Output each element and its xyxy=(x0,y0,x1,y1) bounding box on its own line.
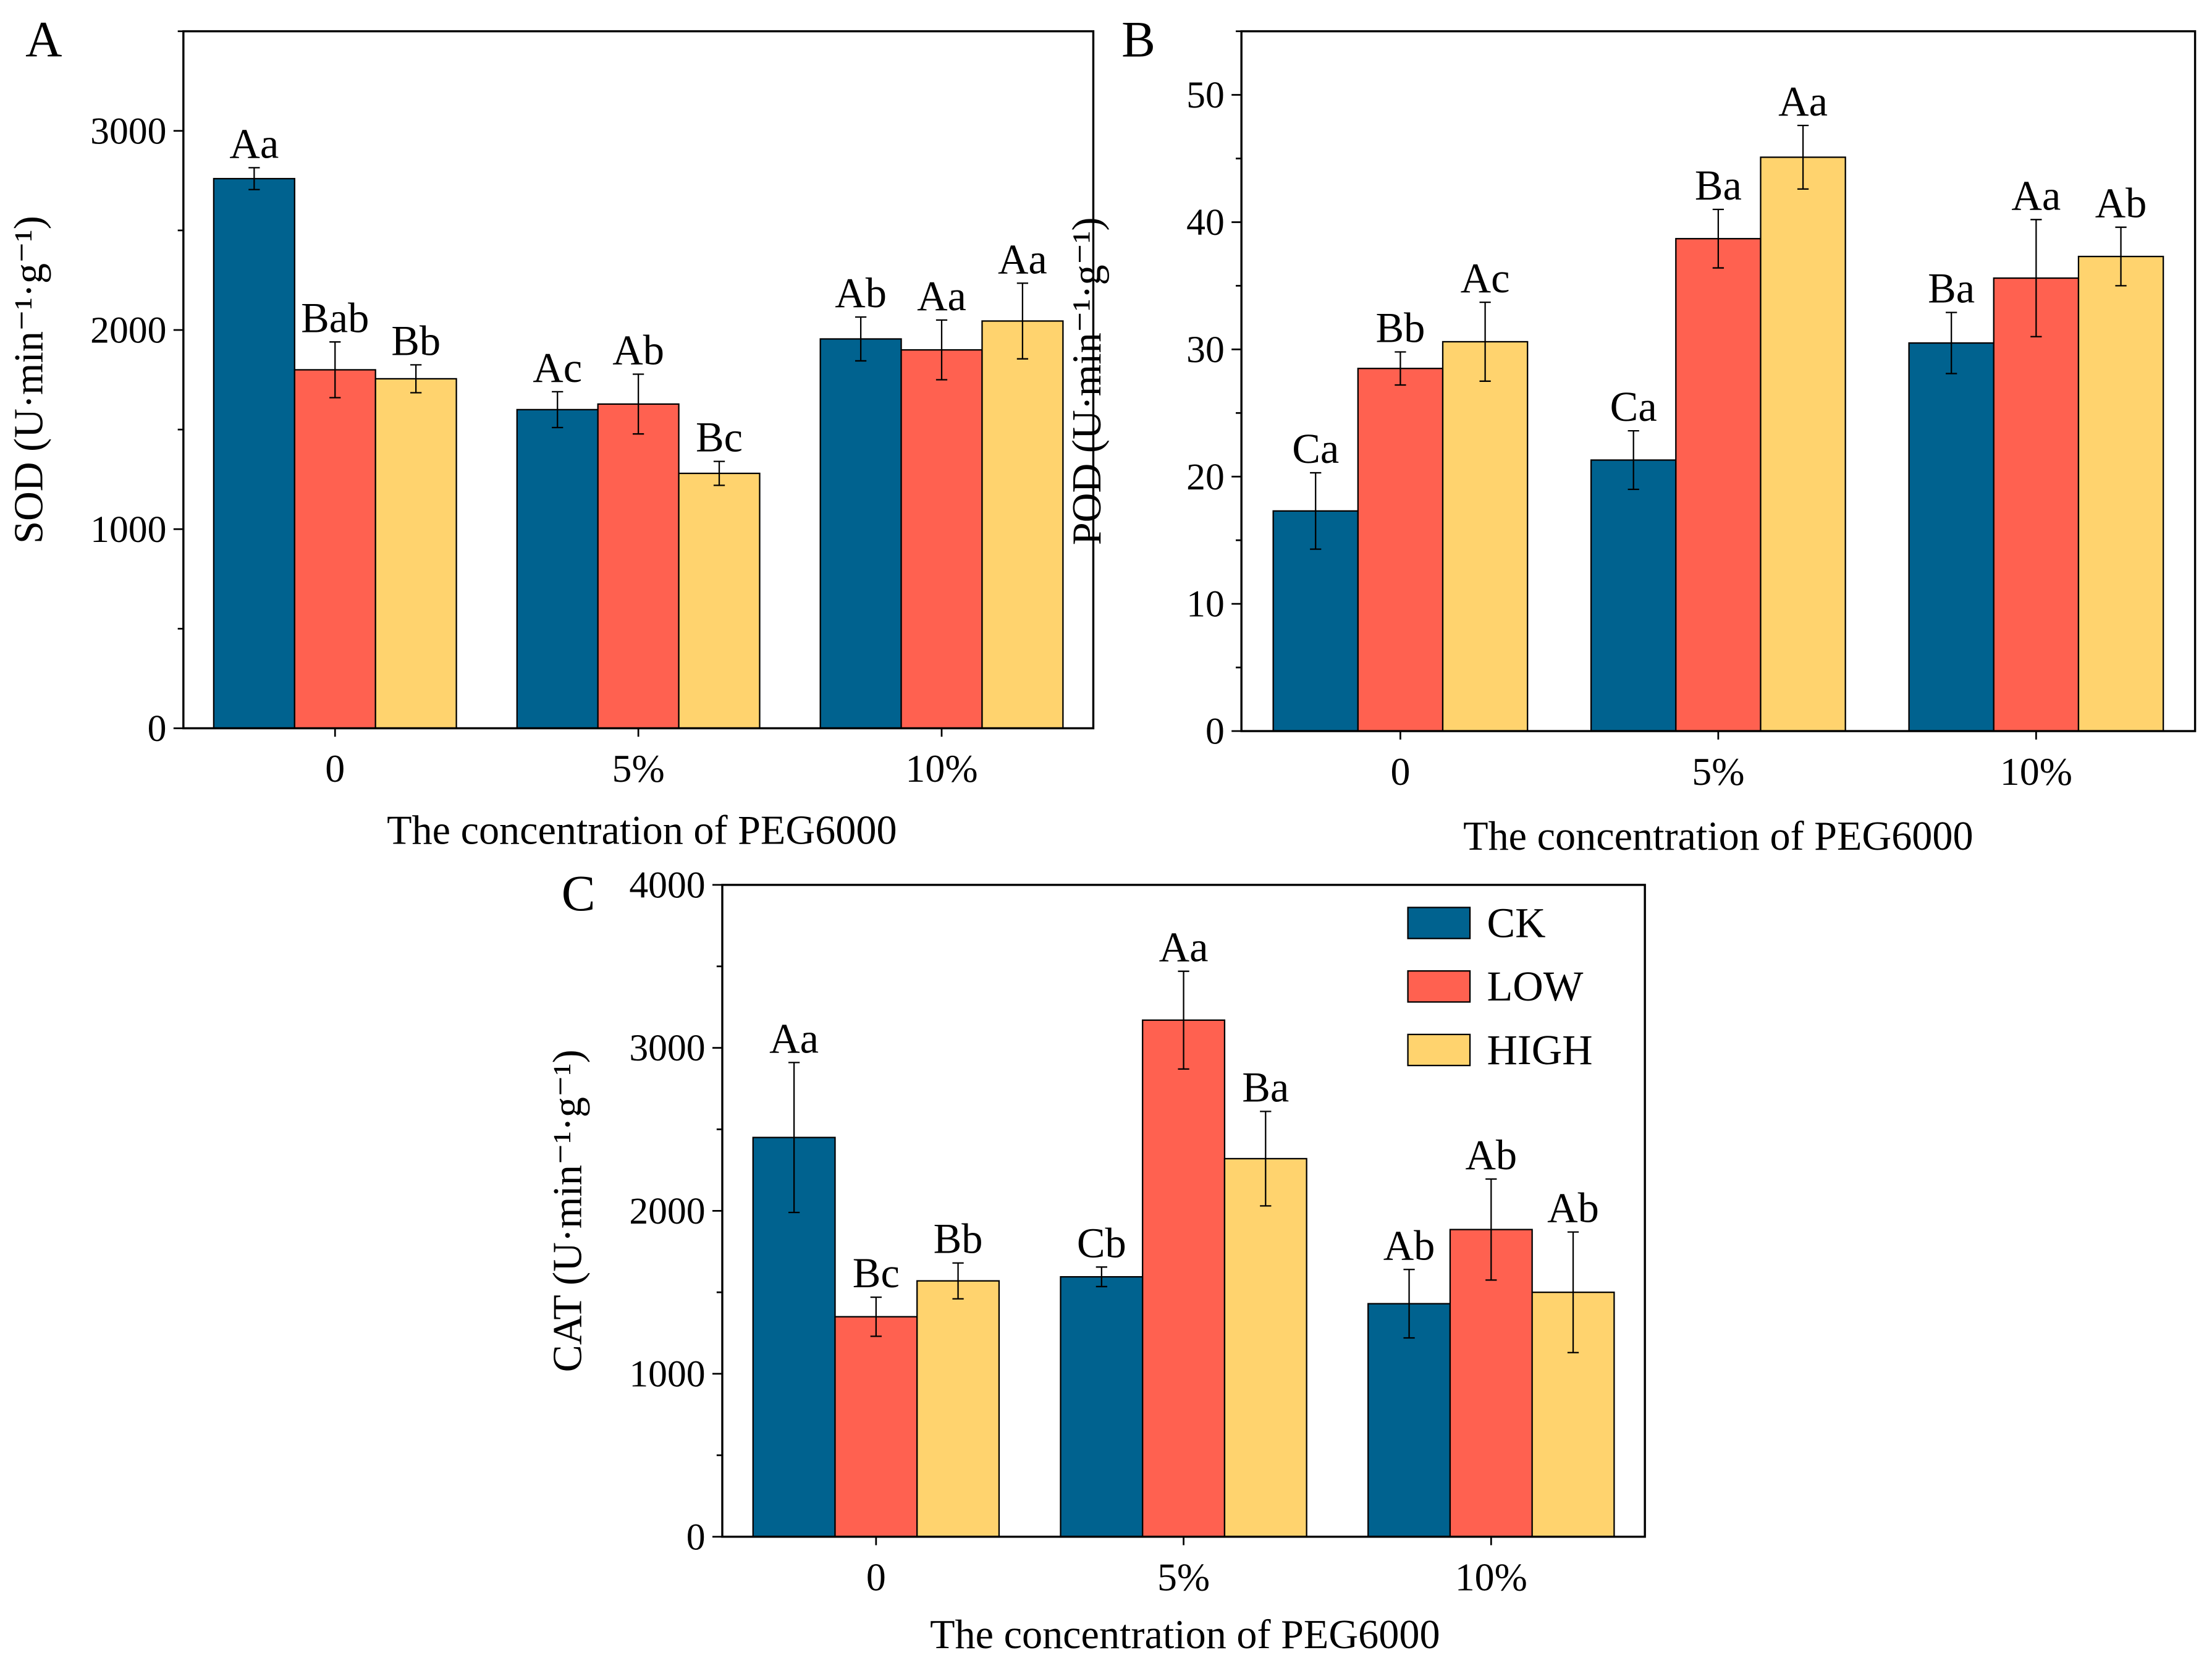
legend-swatch-ck xyxy=(1407,907,1471,939)
x-tick-label: 5% xyxy=(612,747,665,790)
x-tick-label: 0 xyxy=(325,747,345,790)
bar-ck xyxy=(1908,342,1995,732)
significance-label: Ab xyxy=(2095,180,2147,227)
y-tick-label: 0 xyxy=(148,708,167,750)
significance-label: Ab xyxy=(1465,1132,1517,1178)
bar-low xyxy=(1142,1019,1226,1538)
significance-label: Bb xyxy=(934,1216,983,1263)
bar-high xyxy=(1442,341,1529,732)
y-tick-label: 30 xyxy=(1186,329,1225,371)
significance-label: Aa xyxy=(917,273,966,319)
x-tick-label: 0 xyxy=(1390,750,1410,793)
bar-ck xyxy=(1060,1275,1144,1538)
y-axis-label: POD (U·min⁻¹·g⁻¹) xyxy=(1065,217,1110,545)
significance-label: Aa xyxy=(769,1015,819,1062)
x-axis-label: The concentration of PEG6000 xyxy=(1463,814,1973,859)
y-tick-label: 2000 xyxy=(90,310,166,352)
significance-label: Aa xyxy=(998,235,1047,282)
significance-label: Ba xyxy=(1695,162,1742,209)
significance-label: Ca xyxy=(1292,425,1339,472)
y-tick-label: 0 xyxy=(1205,711,1225,753)
y-tick-label: 20 xyxy=(1186,456,1225,498)
panel-a: Aa Ac Ab Bab Ab Aa Bb Bc Aa 0 1000 2000 3000 0 5% 10%Th… xyxy=(6,12,1095,853)
bar-ck xyxy=(213,177,295,729)
bar-low xyxy=(834,1316,918,1538)
legend-label: LOW xyxy=(1487,963,1583,1010)
legend-swatch-high xyxy=(1407,1033,1471,1067)
significance-label: Ab xyxy=(1383,1222,1435,1269)
bar-high xyxy=(981,320,1064,729)
bar-high xyxy=(2077,255,2164,732)
x-tick-label: 5% xyxy=(1692,750,1744,793)
significance-label: Ca xyxy=(1610,383,1657,430)
bar-ck xyxy=(819,338,902,729)
x-axis-label: The concentration of PEG6000 xyxy=(930,1612,1440,1657)
significance-label: Bc xyxy=(696,414,743,461)
significance-label: Ba xyxy=(1928,265,1975,312)
y-tick-label: 2000 xyxy=(629,1190,705,1232)
significance-label: Ab xyxy=(612,327,664,374)
panel-c: Aa Cb Ab Bc Aa Ab Bb Ba Ab 0 1000 2000 3000 4000 0 5% 10… xyxy=(546,864,1646,1657)
x-tick-label: 0 xyxy=(866,1555,886,1599)
x-tick-label: 10% xyxy=(1455,1555,1527,1599)
y-tick-label: 40 xyxy=(1186,201,1225,243)
x-tick-label: 10% xyxy=(905,747,977,790)
bar-high xyxy=(374,378,457,729)
x-tick-label: 5% xyxy=(1157,1555,1210,1599)
bar-low xyxy=(1993,277,2080,732)
legend-label: CK xyxy=(1487,899,1545,946)
y-tick-label: 0 xyxy=(686,1516,706,1558)
y-axis-label: CAT (U·min⁻¹·g⁻¹) xyxy=(546,1049,591,1372)
panel-label: A xyxy=(25,12,62,68)
panel-b: Ca Ca Ba Bb Ba Aa Ac Aa Ab 0 10 20 30 40 50 0 5% 10% The c… xyxy=(1065,12,2197,859)
significance-label: Ac xyxy=(1461,255,1510,302)
bar-ck xyxy=(1367,1303,1451,1538)
bar-high xyxy=(1760,156,1846,732)
significance-label: Cb xyxy=(1077,1219,1126,1266)
panel-label: B xyxy=(1121,12,1155,68)
panel-label: C xyxy=(562,865,596,921)
significance-label: Aa xyxy=(2011,172,2061,219)
significance-label: Ab xyxy=(835,269,887,316)
x-axis-label: The concentration of PEG6000 xyxy=(387,808,897,853)
bar-low xyxy=(1357,368,1444,732)
x-tick-label: 10% xyxy=(2000,750,2072,793)
significance-label: Bab xyxy=(301,294,369,341)
y-tick-label: 50 xyxy=(1186,74,1225,116)
significance-label: Ab xyxy=(1547,1185,1599,1232)
y-tick-label: 1000 xyxy=(90,509,166,551)
bar-high xyxy=(916,1280,1000,1538)
significance-label: Bc xyxy=(853,1250,900,1297)
significance-label: Ba xyxy=(1242,1064,1289,1110)
significance-label: Bb xyxy=(1375,304,1425,351)
bar-low xyxy=(597,403,680,729)
y-tick-label: 3000 xyxy=(90,110,166,152)
bar-low xyxy=(900,349,983,729)
bar-high xyxy=(1223,1157,1307,1538)
legend-swatch-low xyxy=(1407,970,1471,1003)
y-tick-label: 10 xyxy=(1186,583,1225,625)
bar-low xyxy=(293,369,376,729)
legend-label: HIGH xyxy=(1487,1026,1592,1073)
significance-label: Ac xyxy=(533,344,582,391)
y-axis-label: SOD (U·min⁻¹·g⁻¹) xyxy=(6,216,51,544)
significance-label: Bb xyxy=(391,317,441,364)
y-tick-label: 1000 xyxy=(629,1353,705,1395)
significance-label: Aa xyxy=(229,120,279,167)
y-tick-label: 3000 xyxy=(629,1027,705,1069)
significance-label: Aa xyxy=(1159,924,1209,971)
bar-ck xyxy=(1590,459,1677,732)
significance-label: Aa xyxy=(1778,78,1828,125)
y-tick-label: 4000 xyxy=(629,864,705,906)
bar-ck xyxy=(516,408,599,729)
bar-high xyxy=(678,472,761,729)
bar-low xyxy=(1675,238,1762,732)
